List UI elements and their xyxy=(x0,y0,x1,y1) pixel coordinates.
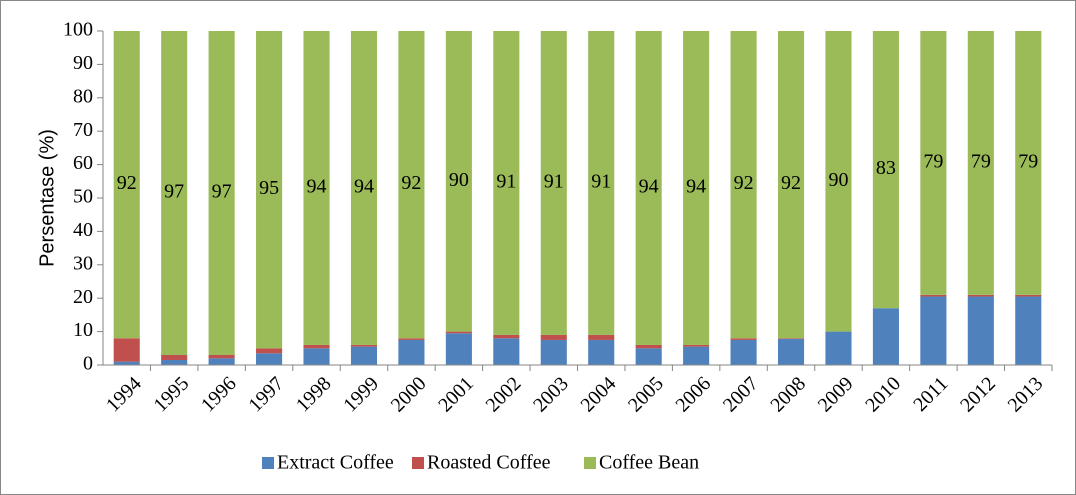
bar-segment xyxy=(256,31,283,349)
data-label: 90 xyxy=(828,169,848,191)
legend-swatch xyxy=(412,457,424,469)
bar-segment xyxy=(967,294,994,297)
bar-segment xyxy=(493,31,520,335)
bar-segment xyxy=(256,348,283,354)
data-label: 79 xyxy=(971,151,991,173)
y-tick-label: 100 xyxy=(63,19,93,41)
bar-segment xyxy=(540,334,567,340)
bar-segment xyxy=(777,338,805,365)
bar-segment xyxy=(113,31,140,339)
bar-segment xyxy=(113,338,140,362)
bar-segment xyxy=(445,31,472,332)
bar-segment xyxy=(398,339,425,365)
data-label: 91 xyxy=(591,171,611,193)
legend-label: Coffee Bean xyxy=(599,452,699,474)
bar-segment xyxy=(208,354,235,359)
data-label: 95 xyxy=(259,177,279,199)
data-label: 83 xyxy=(876,157,896,179)
bar-segment xyxy=(303,31,330,345)
bar-segment xyxy=(303,344,330,349)
bar-segment xyxy=(161,359,188,365)
bar-segment xyxy=(350,346,378,365)
y-tick-label: 40 xyxy=(73,219,93,241)
bar-segment xyxy=(635,348,662,365)
bar-segment xyxy=(825,331,852,365)
bar-segment xyxy=(350,344,378,347)
bar-segment xyxy=(683,31,710,345)
data-label: 79 xyxy=(923,151,943,173)
bar-segment xyxy=(872,31,899,309)
y-tick-label: 0 xyxy=(83,353,93,375)
data-label: 94 xyxy=(639,176,659,198)
bar-segment xyxy=(777,338,805,339)
y-tick-label: 80 xyxy=(73,85,93,107)
data-label: 90 xyxy=(449,169,469,191)
bar-segment xyxy=(398,338,425,340)
bar-segment xyxy=(683,344,710,347)
bar-segment xyxy=(967,31,994,295)
bar-segment xyxy=(161,31,188,355)
bar-segment xyxy=(967,296,994,365)
y-tick-label: 60 xyxy=(73,152,93,174)
bar-segment xyxy=(872,308,899,365)
bar-segment xyxy=(920,294,947,297)
bar-segment xyxy=(161,354,188,360)
bar-segment xyxy=(303,348,330,365)
bar-segment xyxy=(398,31,425,339)
bar-segment xyxy=(445,333,472,365)
bar-segment xyxy=(1015,294,1042,297)
bar-segment xyxy=(493,338,520,365)
y-tick-label: 10 xyxy=(73,319,93,341)
data-label: 94 xyxy=(686,176,706,198)
data-label: 92 xyxy=(401,172,421,194)
bar-segment xyxy=(588,339,615,365)
bar-segment xyxy=(256,353,283,365)
legend-label: Extract Coffee xyxy=(277,452,394,474)
y-tick-label: 50 xyxy=(73,186,93,208)
bar-segment xyxy=(1015,31,1042,295)
bar-segment xyxy=(1015,296,1042,365)
y-tick-label: 90 xyxy=(73,52,93,74)
y-tick-label: 70 xyxy=(73,119,93,141)
data-label: 79 xyxy=(1018,151,1038,173)
y-tick-label: 30 xyxy=(73,252,93,274)
bar-segment xyxy=(635,344,662,349)
bar-segment xyxy=(635,31,662,345)
bar-segment xyxy=(445,331,472,334)
bar-segment xyxy=(588,31,615,335)
legend-swatch xyxy=(584,457,596,469)
data-label: 97 xyxy=(164,181,184,203)
bar-segment xyxy=(730,31,757,339)
data-label: 94 xyxy=(354,176,374,198)
data-label: 97 xyxy=(212,181,232,203)
y-tick-label: 20 xyxy=(73,286,93,308)
bar-segment xyxy=(730,338,757,340)
bar-segment xyxy=(920,31,947,295)
bar-segment xyxy=(777,31,805,339)
legend-swatch xyxy=(262,457,274,469)
data-label: 91 xyxy=(496,171,516,193)
bar-segment xyxy=(683,346,710,365)
bar-segment xyxy=(493,334,520,339)
bar-segment xyxy=(540,339,567,365)
bar-segment xyxy=(540,31,567,335)
bar-segment xyxy=(730,339,757,365)
data-label: 92 xyxy=(734,172,754,194)
bar-segment xyxy=(825,31,852,332)
bar-segment xyxy=(208,358,235,365)
data-label: 91 xyxy=(544,171,564,193)
bar-segment xyxy=(588,334,615,340)
bar-segment xyxy=(350,31,378,345)
y-axis-title: Persentase (%) xyxy=(36,129,58,267)
bar-segment xyxy=(208,31,235,355)
bar-segment xyxy=(920,296,947,365)
data-label: 94 xyxy=(307,176,327,198)
data-label: 92 xyxy=(781,172,801,194)
legend-label: Roasted Coffee xyxy=(427,452,551,474)
bar-segment xyxy=(113,361,140,365)
data-label: 92 xyxy=(117,172,137,194)
